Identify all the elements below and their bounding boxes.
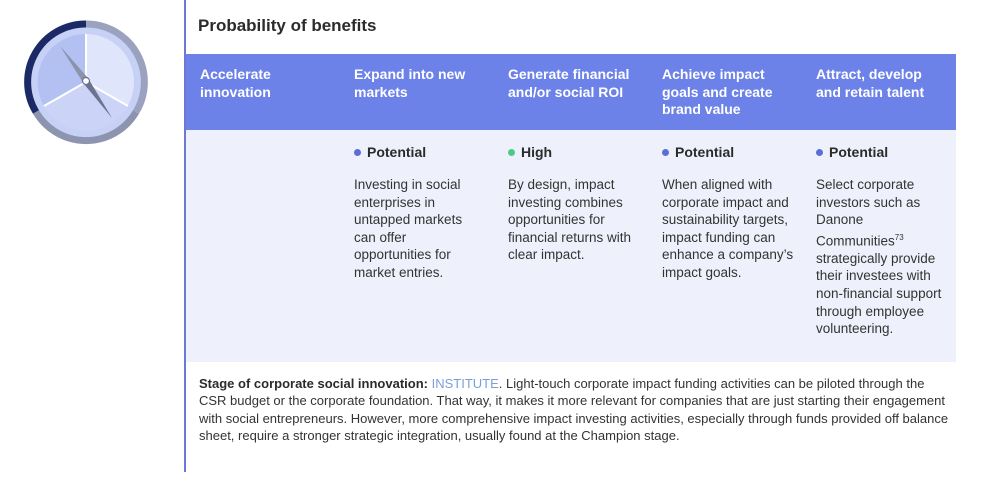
section-title: Probability of benefits bbox=[198, 16, 377, 35]
rating-badge: Potential bbox=[662, 143, 794, 161]
high-dot-icon bbox=[508, 148, 515, 156]
rating-badge: Potential bbox=[354, 143, 486, 161]
benefits-header-row: Accelerate innovation Expand into new ma… bbox=[186, 54, 956, 130]
header-generate-roi: Generate financial and/or social ROI bbox=[508, 66, 630, 100]
potential-dot-icon bbox=[662, 148, 669, 156]
compass-icon bbox=[24, 20, 148, 145]
rating-label: Potential bbox=[675, 144, 735, 160]
benefit-cell-impact-goals: Potential When aligned with corporate im… bbox=[648, 130, 802, 362]
benefit-description: Select corporate investors such as Danon… bbox=[816, 176, 948, 338]
benefit-cell-expand-markets: Potential Investing in social enterprise… bbox=[340, 130, 494, 362]
benefit-description: Investing in social enterprises in untap… bbox=[354, 177, 463, 280]
rating-label: High bbox=[521, 144, 553, 160]
accent-divider-line bbox=[184, 0, 186, 472]
benefit-cell-talent: Potential Select corporate investors suc… bbox=[802, 130, 956, 362]
rating-badge: Potential bbox=[816, 143, 948, 161]
rating-label: Potential bbox=[367, 144, 427, 160]
header-impact-goals: Achieve impact goals and create brand va… bbox=[662, 66, 773, 117]
stage-value: INSTITUTE bbox=[431, 376, 499, 391]
potential-dot-icon bbox=[354, 148, 361, 156]
description-text: strategically provide their investees wi… bbox=[816, 250, 942, 337]
description-text: Select corporate investors such as Danon… bbox=[816, 177, 921, 249]
benefit-cell-accelerate-innovation bbox=[186, 130, 340, 362]
stage-description: . Light-touch corporate impact funding a… bbox=[199, 376, 949, 444]
header-talent: Attract, develop and retain talent bbox=[816, 66, 925, 100]
rating-label: Potential bbox=[829, 144, 889, 160]
benefit-cell-generate-roi: High By design, impact investing combine… bbox=[494, 130, 648, 362]
header-expand-markets: Expand into new markets bbox=[354, 66, 466, 100]
header-accelerate-innovation: Accelerate innovation bbox=[200, 66, 271, 100]
stage-label: Stage of corporate social innovation: bbox=[199, 376, 428, 391]
benefit-description: By design, impact investing combines opp… bbox=[508, 177, 632, 263]
stage-footnote: Stage of corporate social innovation: IN… bbox=[199, 375, 949, 445]
benefits-body-row: Potential Investing in social enterprise… bbox=[186, 130, 956, 362]
potential-dot-icon bbox=[816, 148, 823, 156]
benefit-description: When aligned with corporate impact and s… bbox=[662, 177, 794, 280]
footnote-ref: 73 bbox=[894, 232, 904, 242]
rating-badge: High bbox=[508, 143, 640, 161]
